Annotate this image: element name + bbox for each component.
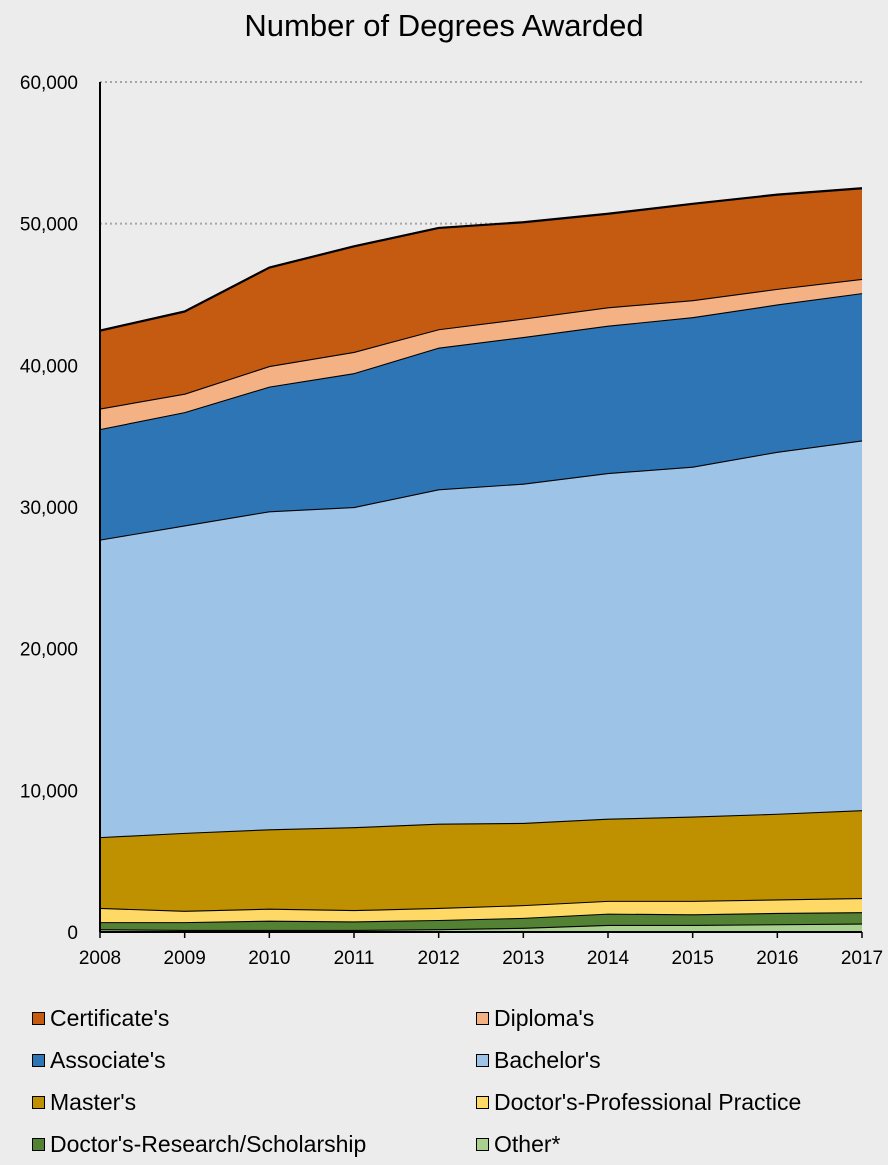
- x-tick-label: 2011: [334, 948, 375, 969]
- y-tick-label: 30,000: [20, 498, 78, 519]
- x-tick-label: 2012: [418, 948, 460, 969]
- y-tick-label: 20,000: [20, 640, 78, 661]
- y-tick-label: 10,000: [20, 781, 78, 802]
- x-tick-label: 2014: [587, 948, 630, 969]
- x-tick-label: 2016: [756, 948, 798, 969]
- area-certificate-s: [100, 188, 862, 409]
- x-tick-label: 2009: [164, 948, 206, 969]
- chart-title: Number of Degrees Awarded: [244, 8, 644, 43]
- y-tick-label: 50,000: [20, 215, 78, 236]
- area-doctor-s-research-scholarship: [100, 912, 862, 930]
- y-tick-label: 60,000: [20, 73, 78, 94]
- y-tick-label: 40,000: [20, 356, 78, 377]
- y-tick-label: 0: [67, 923, 78, 944]
- series-line-certificate-s: [99, 187, 863, 332]
- area-doctor-s-professional-practice: [100, 898, 862, 923]
- x-tick-label: 2008: [79, 948, 121, 969]
- area-bachelor-s: [100, 440, 862, 838]
- x-tick-label: 2015: [672, 948, 714, 969]
- area-diploma-s: [100, 278, 862, 430]
- x-tick-label: 2017: [841, 948, 883, 969]
- area-associate-s: [100, 293, 862, 540]
- area-master-s: [100, 810, 862, 911]
- x-tick-label: 2010: [248, 948, 290, 969]
- x-tick-label: 2013: [502, 948, 544, 969]
